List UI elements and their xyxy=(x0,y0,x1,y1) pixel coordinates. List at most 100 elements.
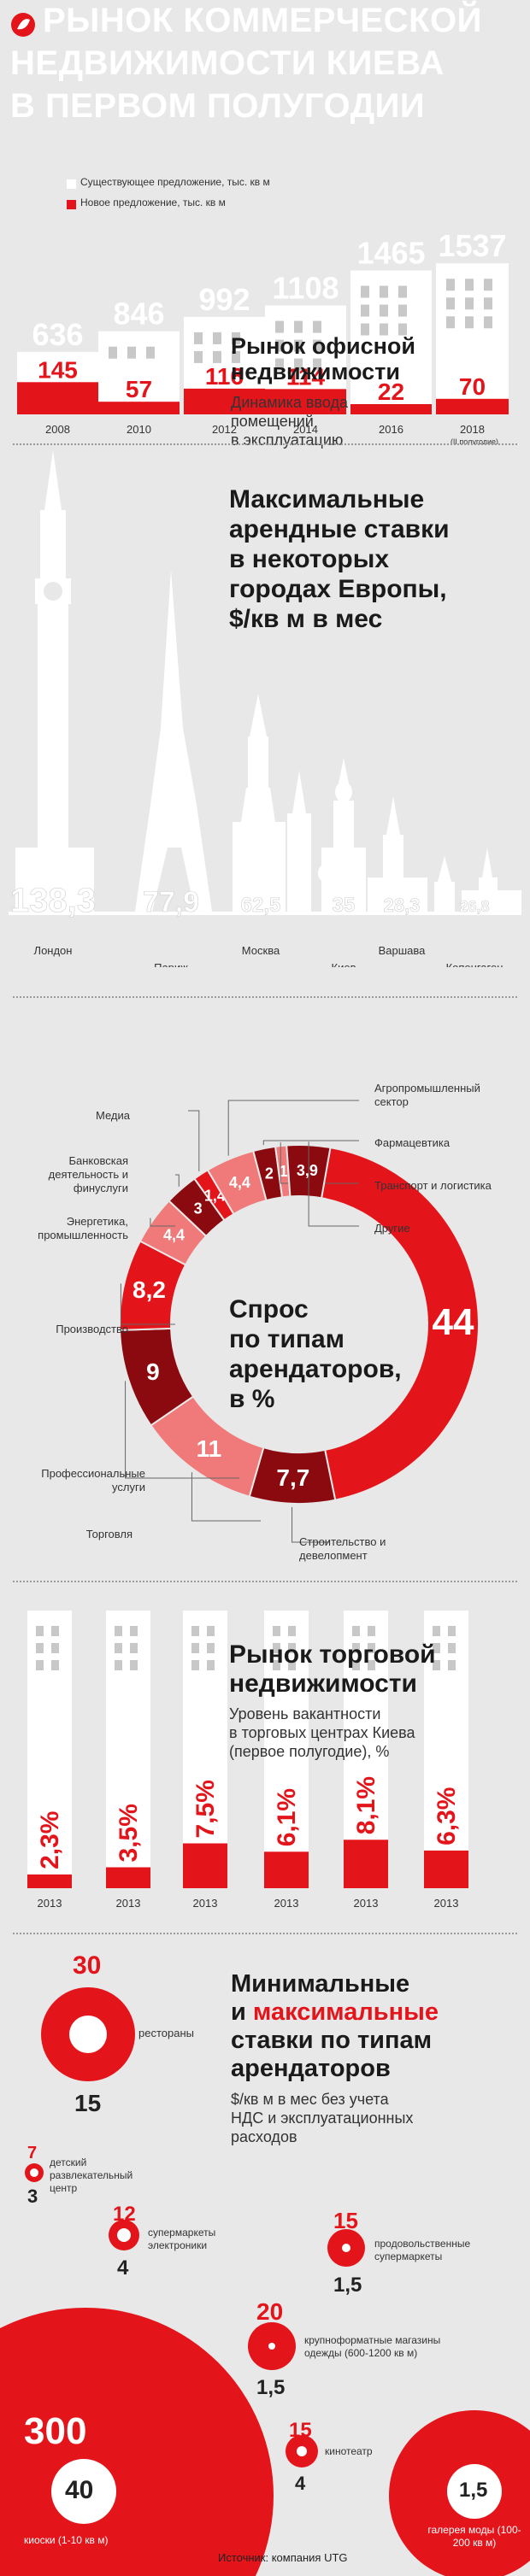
window-decoration xyxy=(368,1626,375,1636)
main-title-line-3: В ПЕРВОМ ПОЛУГОДИИ xyxy=(10,87,426,125)
europe-title-line-1: Максимальные xyxy=(229,485,425,513)
donut-slice-value: 4,4 xyxy=(229,1174,250,1191)
kiev-lavra-icon xyxy=(318,758,366,912)
donut-slice-value: 7,7 xyxy=(276,1464,309,1491)
year-tick-label: 2008 xyxy=(45,423,70,436)
rates-bubbles xyxy=(0,1987,530,2576)
window-decoration xyxy=(275,320,284,333)
city-name-label: Копенгаген xyxy=(446,961,504,967)
vacancy-tower xyxy=(27,1611,72,1888)
donut-category-label: Агропромышленный xyxy=(374,1082,480,1094)
window-decoration xyxy=(275,339,284,352)
legend-existing-label: Существующее предложение, тыс. кв м xyxy=(80,176,270,188)
donut-category-label: сектор xyxy=(374,1095,409,1108)
city-name-label: Париж xyxy=(154,961,188,967)
window-decoration xyxy=(313,320,321,333)
cinema-max: 15 xyxy=(289,2419,312,2442)
city-name-label: Лондон xyxy=(34,944,73,957)
office-subtitle-line-2: помещений xyxy=(231,413,314,430)
leader-line xyxy=(308,1141,359,1227)
rates-title-line-4: арендаторов xyxy=(231,2055,391,2082)
vacancy-value: 6,3% xyxy=(433,1787,461,1845)
leader-line xyxy=(188,1110,200,1171)
fashion-gallery-label: галерея моды (100-200 кв м) xyxy=(427,2524,521,2549)
window-decoration xyxy=(448,1626,456,1636)
window-decoration xyxy=(191,1643,199,1653)
window-decoration xyxy=(448,1660,456,1670)
rates-subtitle-line-1: $/кв м в мес без учета xyxy=(231,2091,389,2108)
existing-supply-label: 846 xyxy=(113,296,164,332)
leader-line xyxy=(175,1174,180,1187)
donut-category-label: Другие xyxy=(374,1222,410,1235)
window-decoration xyxy=(446,279,455,291)
window-decoration xyxy=(275,358,284,371)
donut-category-label: услуги xyxy=(112,1481,145,1493)
donut-category-label: Транспорт и логистика xyxy=(374,1179,492,1192)
vacancy-tower xyxy=(106,1611,150,1888)
window-decoration xyxy=(194,332,203,344)
electronics-label: супермаркеты электроники xyxy=(148,2227,216,2251)
city-rate-value: 28,3 xyxy=(384,895,421,916)
new-supply-bar xyxy=(184,388,265,414)
new-supply-bar xyxy=(17,382,98,414)
window-decoration xyxy=(288,1660,296,1670)
new-supply-bar xyxy=(436,398,509,414)
kiosks-min: 40 xyxy=(65,2476,94,2504)
window-decoration xyxy=(109,346,117,359)
window-decoration xyxy=(232,332,240,344)
year-tick-label: 2012 xyxy=(212,423,237,436)
existing-supply-label: 1108 xyxy=(272,271,339,306)
main-title-line-2: НЕДВИЖИМОСТИ КИЕВА xyxy=(10,44,445,82)
donut-category-label: Фармацевтика xyxy=(374,1136,450,1149)
existing-supply-label: 1465 xyxy=(356,236,425,271)
leader-line xyxy=(280,1142,359,1184)
retail-subtitle-line-1: Уровень вакантности xyxy=(229,1705,381,1722)
rates-title-max: максимальные xyxy=(252,1998,439,2026)
year-tick-label: 2013 xyxy=(38,1897,62,1910)
year-tick-label: 2013 xyxy=(274,1897,299,1910)
donut-category-label: девелопмент xyxy=(299,1549,368,1562)
clothing-min: 1,5 xyxy=(256,2376,286,2399)
city-name-label: Москва xyxy=(242,944,280,957)
kids-center-min: 3 xyxy=(27,2186,38,2207)
window-decoration xyxy=(130,1660,138,1670)
leader-line xyxy=(191,1472,261,1522)
leader-line xyxy=(262,1140,359,1146)
electronics-min: 4 xyxy=(117,2256,129,2280)
donut-slice-value: 11 xyxy=(197,1435,222,1462)
window-decoration xyxy=(273,1643,280,1653)
leader-line xyxy=(120,1283,175,1325)
vacancy-tower xyxy=(183,1611,227,1888)
vacancy-value: 2,3% xyxy=(36,1811,64,1869)
rates-title-and: и xyxy=(231,1998,246,2026)
existing-supply-label: 992 xyxy=(198,282,250,317)
restaurants-min: 15 xyxy=(74,2090,102,2116)
europe-title-line-2: арендные ставки xyxy=(229,515,450,543)
europe-title: Максимальные арендные ставки в некоторых… xyxy=(229,484,450,634)
donut-category-label: деятельность и xyxy=(49,1168,128,1181)
section-divider xyxy=(13,443,517,445)
legend-new-swatch xyxy=(67,200,76,209)
office-title-line-2: недвижимости xyxy=(231,359,400,384)
window-decoration xyxy=(51,1643,59,1653)
restaurants-max: 30 xyxy=(73,1951,102,1980)
kiosks-min-circle xyxy=(51,2459,116,2524)
tenants-section: 44 7,7 11 9 8,2 4,4 3 1,4 4,4 2 1 3,9 Строительство … xyxy=(0,1000,530,1581)
window-decoration xyxy=(380,285,388,298)
europe-section: 138,3 Лондон 77,9 Париж 62,5 Москва 35 Киев 28,3… xyxy=(0,446,530,993)
donut-center-line-2: по типам xyxy=(229,1325,344,1353)
donut-center-title: Спрос по типам арендаторов, в % xyxy=(229,1294,402,1414)
restaurants-min-circle xyxy=(69,2016,107,2053)
copenhagen-spire-icon xyxy=(462,848,521,912)
grocery-min: 1,5 xyxy=(333,2274,362,2297)
retail-subtitle-line-2: в торговых центрах Киева xyxy=(229,1724,415,1741)
europe-title-line-5: $/кв м в мес xyxy=(229,605,383,633)
window-decoration xyxy=(465,297,474,310)
donut-category-label: Медиа xyxy=(96,1109,131,1122)
window-decoration xyxy=(36,1660,44,1670)
retail-subtitle-line-3: (первое полугодие), % xyxy=(229,1743,390,1760)
window-decoration xyxy=(380,304,388,317)
rates-title-line-2: и максимальные xyxy=(231,1998,439,2027)
fashion-gallery-min: 1,5 xyxy=(459,2479,488,2502)
clothing-label: крупноформатные магазины одежды (600-120… xyxy=(304,2334,441,2359)
